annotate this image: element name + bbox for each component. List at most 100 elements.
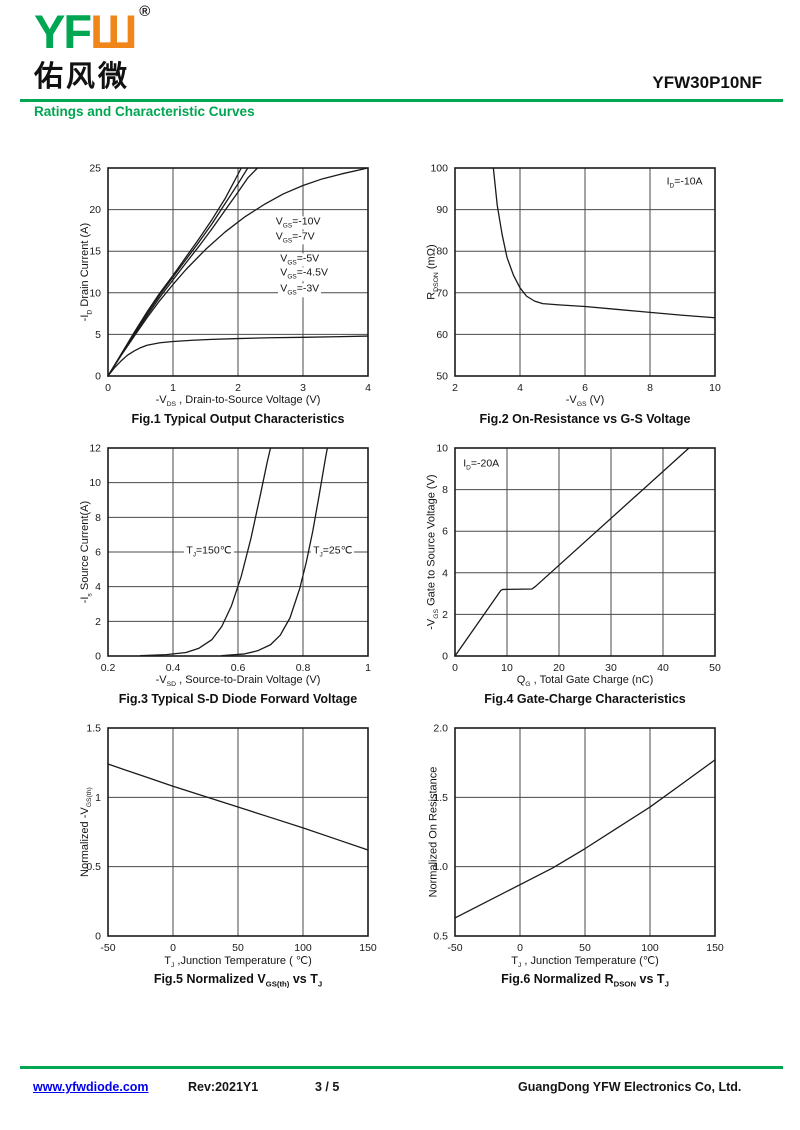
x-tick-label: 1 — [365, 662, 371, 674]
fig2-caption: Fig.2 On-Resistance vs G-S Voltage — [479, 412, 691, 426]
x-tick-label: 0.2 — [101, 662, 116, 674]
fig6-x-axis-label: TJ , Junction Temperature (℃) — [511, 955, 659, 970]
x-tick-label: 100 — [294, 942, 312, 954]
x-tick-label: 0 — [170, 942, 176, 954]
figure-fig3: 0.2 0.4 0.6 0.8 1 0 2 4 6 8 10 12 -Is Source Current… — [30, 430, 402, 722]
x-tick-label: 0.4 — [166, 662, 181, 674]
fig1-curve-2 — [107, 167, 259, 377]
fig4-y-axis-label-wrap: -VGS Gate to Source Voltage (V) — [425, 448, 441, 656]
fig5-x-axis-label: TJ ,Junction Temperature ( ℃) — [164, 955, 312, 970]
x-tick-label: 2 — [235, 382, 241, 394]
x-tick-label: 40 — [657, 662, 669, 674]
y-tick-label: 5 — [95, 329, 101, 341]
x-tick-label: -50 — [100, 942, 115, 954]
x-tick-label: 3 — [300, 382, 306, 394]
fig1-y-axis-label-wrap: -ID Drain Current (A) — [78, 168, 94, 376]
y-tick-label: 10 — [89, 477, 101, 489]
fig3-caption: Fig.3 Typical S-D Diode Forward Voltage — [118, 692, 358, 706]
fig2-annotation-0: ID=-10A — [664, 175, 705, 191]
fig1-annotation-1: VGS=-7V — [273, 230, 317, 245]
registered-trademark-icon: ® — [139, 3, 151, 20]
y-tick-label: 0 — [442, 651, 448, 663]
y-tick-label: 2 — [95, 616, 101, 628]
header-divider — [20, 99, 783, 102]
x-tick-label: 0 — [105, 382, 111, 394]
y-tick-label: 2.0 — [433, 723, 448, 735]
plot-border — [107, 167, 369, 377]
logo-wordmark: YFШ ® — [34, 4, 150, 58]
plot-border — [454, 447, 716, 657]
x-tick-label: 0 — [517, 942, 523, 954]
y-tick-label: 0 — [95, 371, 101, 383]
y-tick-label: 6 — [442, 526, 448, 538]
y-tick-label: 8 — [95, 512, 101, 524]
figure-fig5: -50 0 50 100 150 0 0.5 1 1.5 Normalized -VGS(th) T… — [30, 710, 402, 1002]
fig1-y-axis-label: -ID Drain Current (A) — [78, 222, 94, 322]
logo: YFШ ® 佑风微 — [34, 4, 150, 95]
fig1-annotation-0: VGS=-10V — [273, 215, 323, 230]
y-tick-label: 10 — [89, 287, 101, 299]
plot-border — [107, 447, 369, 657]
y-tick-label: 70 — [436, 287, 448, 299]
y-tick-label: 20 — [89, 204, 101, 216]
x-tick-label: 30 — [605, 662, 617, 674]
y-tick-label: 1.5 — [433, 792, 448, 804]
fig6-plot-area: -50 0 50 100 150 0.5 1.0 1.5 2.0 — [433, 723, 724, 955]
y-tick-label: 1 — [95, 792, 101, 804]
fig4-x-axis-label: QG , Total Gate Charge (nC) — [516, 674, 654, 689]
y-tick-label: 60 — [436, 329, 448, 341]
logo-yf-text: YF — [34, 5, 92, 58]
y-tick-label: 10 — [436, 443, 448, 455]
fig5-caption: Fig.5 Normalized VGS(th) vs TJ — [153, 972, 323, 989]
fig4-curve-0 — [454, 447, 690, 657]
fig2-y-axis-label: RDSON (mΩ) — [425, 244, 441, 300]
fig5-curve-0 — [107, 763, 369, 851]
figure-fig4: 0 10 20 30 40 50 0 2 4 6 8 10 -VGS Gate to Source Vo… — [400, 430, 772, 722]
x-tick-label: 4 — [517, 382, 523, 394]
fig1-annotation-4: VGS=-3V — [278, 282, 322, 297]
website-link[interactable]: www.yfwdiode.com — [33, 1080, 149, 1094]
fig4-caption: Fig.4 Gate-Charge Characteristics — [484, 692, 686, 706]
fig5-y-axis-label: Normalized -VGS(th) — [78, 787, 94, 877]
y-tick-label: 0 — [95, 651, 101, 663]
part-number: YFW30P10NF — [652, 73, 762, 92]
fig6-y-axis-label-wrap: Normalized On Resistance — [425, 728, 441, 936]
x-tick-label: 50 — [579, 942, 591, 954]
y-tick-label: 4 — [95, 581, 101, 593]
x-tick-label: 0 — [452, 662, 458, 674]
fig4-plot-area: 0 10 20 30 40 50 0 2 4 6 8 10 — [436, 443, 721, 675]
x-tick-label: -50 — [447, 942, 462, 954]
fig3-curve-1 — [221, 447, 329, 657]
x-tick-label: 6 — [582, 382, 588, 394]
fig1-annotation-3: VGS=-4.5V — [278, 266, 330, 282]
fig6-curve-0 — [454, 759, 716, 919]
y-tick-label: 100 — [430, 163, 448, 175]
x-tick-label: 8 — [647, 382, 653, 394]
y-tick-label: 80 — [436, 246, 448, 258]
plot-border — [454, 727, 716, 937]
y-tick-label: 50 — [436, 371, 448, 383]
fig2-curve-0 — [492, 167, 716, 319]
fig3-y-axis-label-wrap: -Is Source Current(A) — [78, 448, 94, 656]
x-tick-label: 150 — [706, 942, 724, 954]
x-tick-label: 20 — [553, 662, 565, 674]
fig5-y-axis-label-wrap: Normalized -VGS(th) — [78, 728, 94, 936]
company-name: GuangDong YFW Electronics Co, Ltd. — [518, 1080, 742, 1094]
fig6-y-axis-label: Normalized On Resistance — [427, 766, 439, 898]
y-tick-label: 8 — [442, 484, 448, 496]
x-tick-label: 50 — [709, 662, 721, 674]
page-number: 3 / 5 — [315, 1080, 340, 1094]
figure-fig1: 0 1 2 3 4 0 5 10 15 20 25 -ID Drain Current (A) -VDS… — [30, 150, 402, 442]
x-tick-label: 10 — [709, 382, 721, 394]
x-tick-label: 100 — [641, 942, 659, 954]
x-tick-label: 0.6 — [231, 662, 246, 674]
fig1-x-axis-label: -VDS , Drain-to-Source Voltage (V) — [155, 394, 321, 409]
x-tick-label: 50 — [232, 942, 244, 954]
x-tick-label: 4 — [365, 382, 371, 394]
x-tick-label: 1 — [170, 382, 176, 394]
fig2-x-axis-label: -VGS (V) — [565, 394, 605, 409]
